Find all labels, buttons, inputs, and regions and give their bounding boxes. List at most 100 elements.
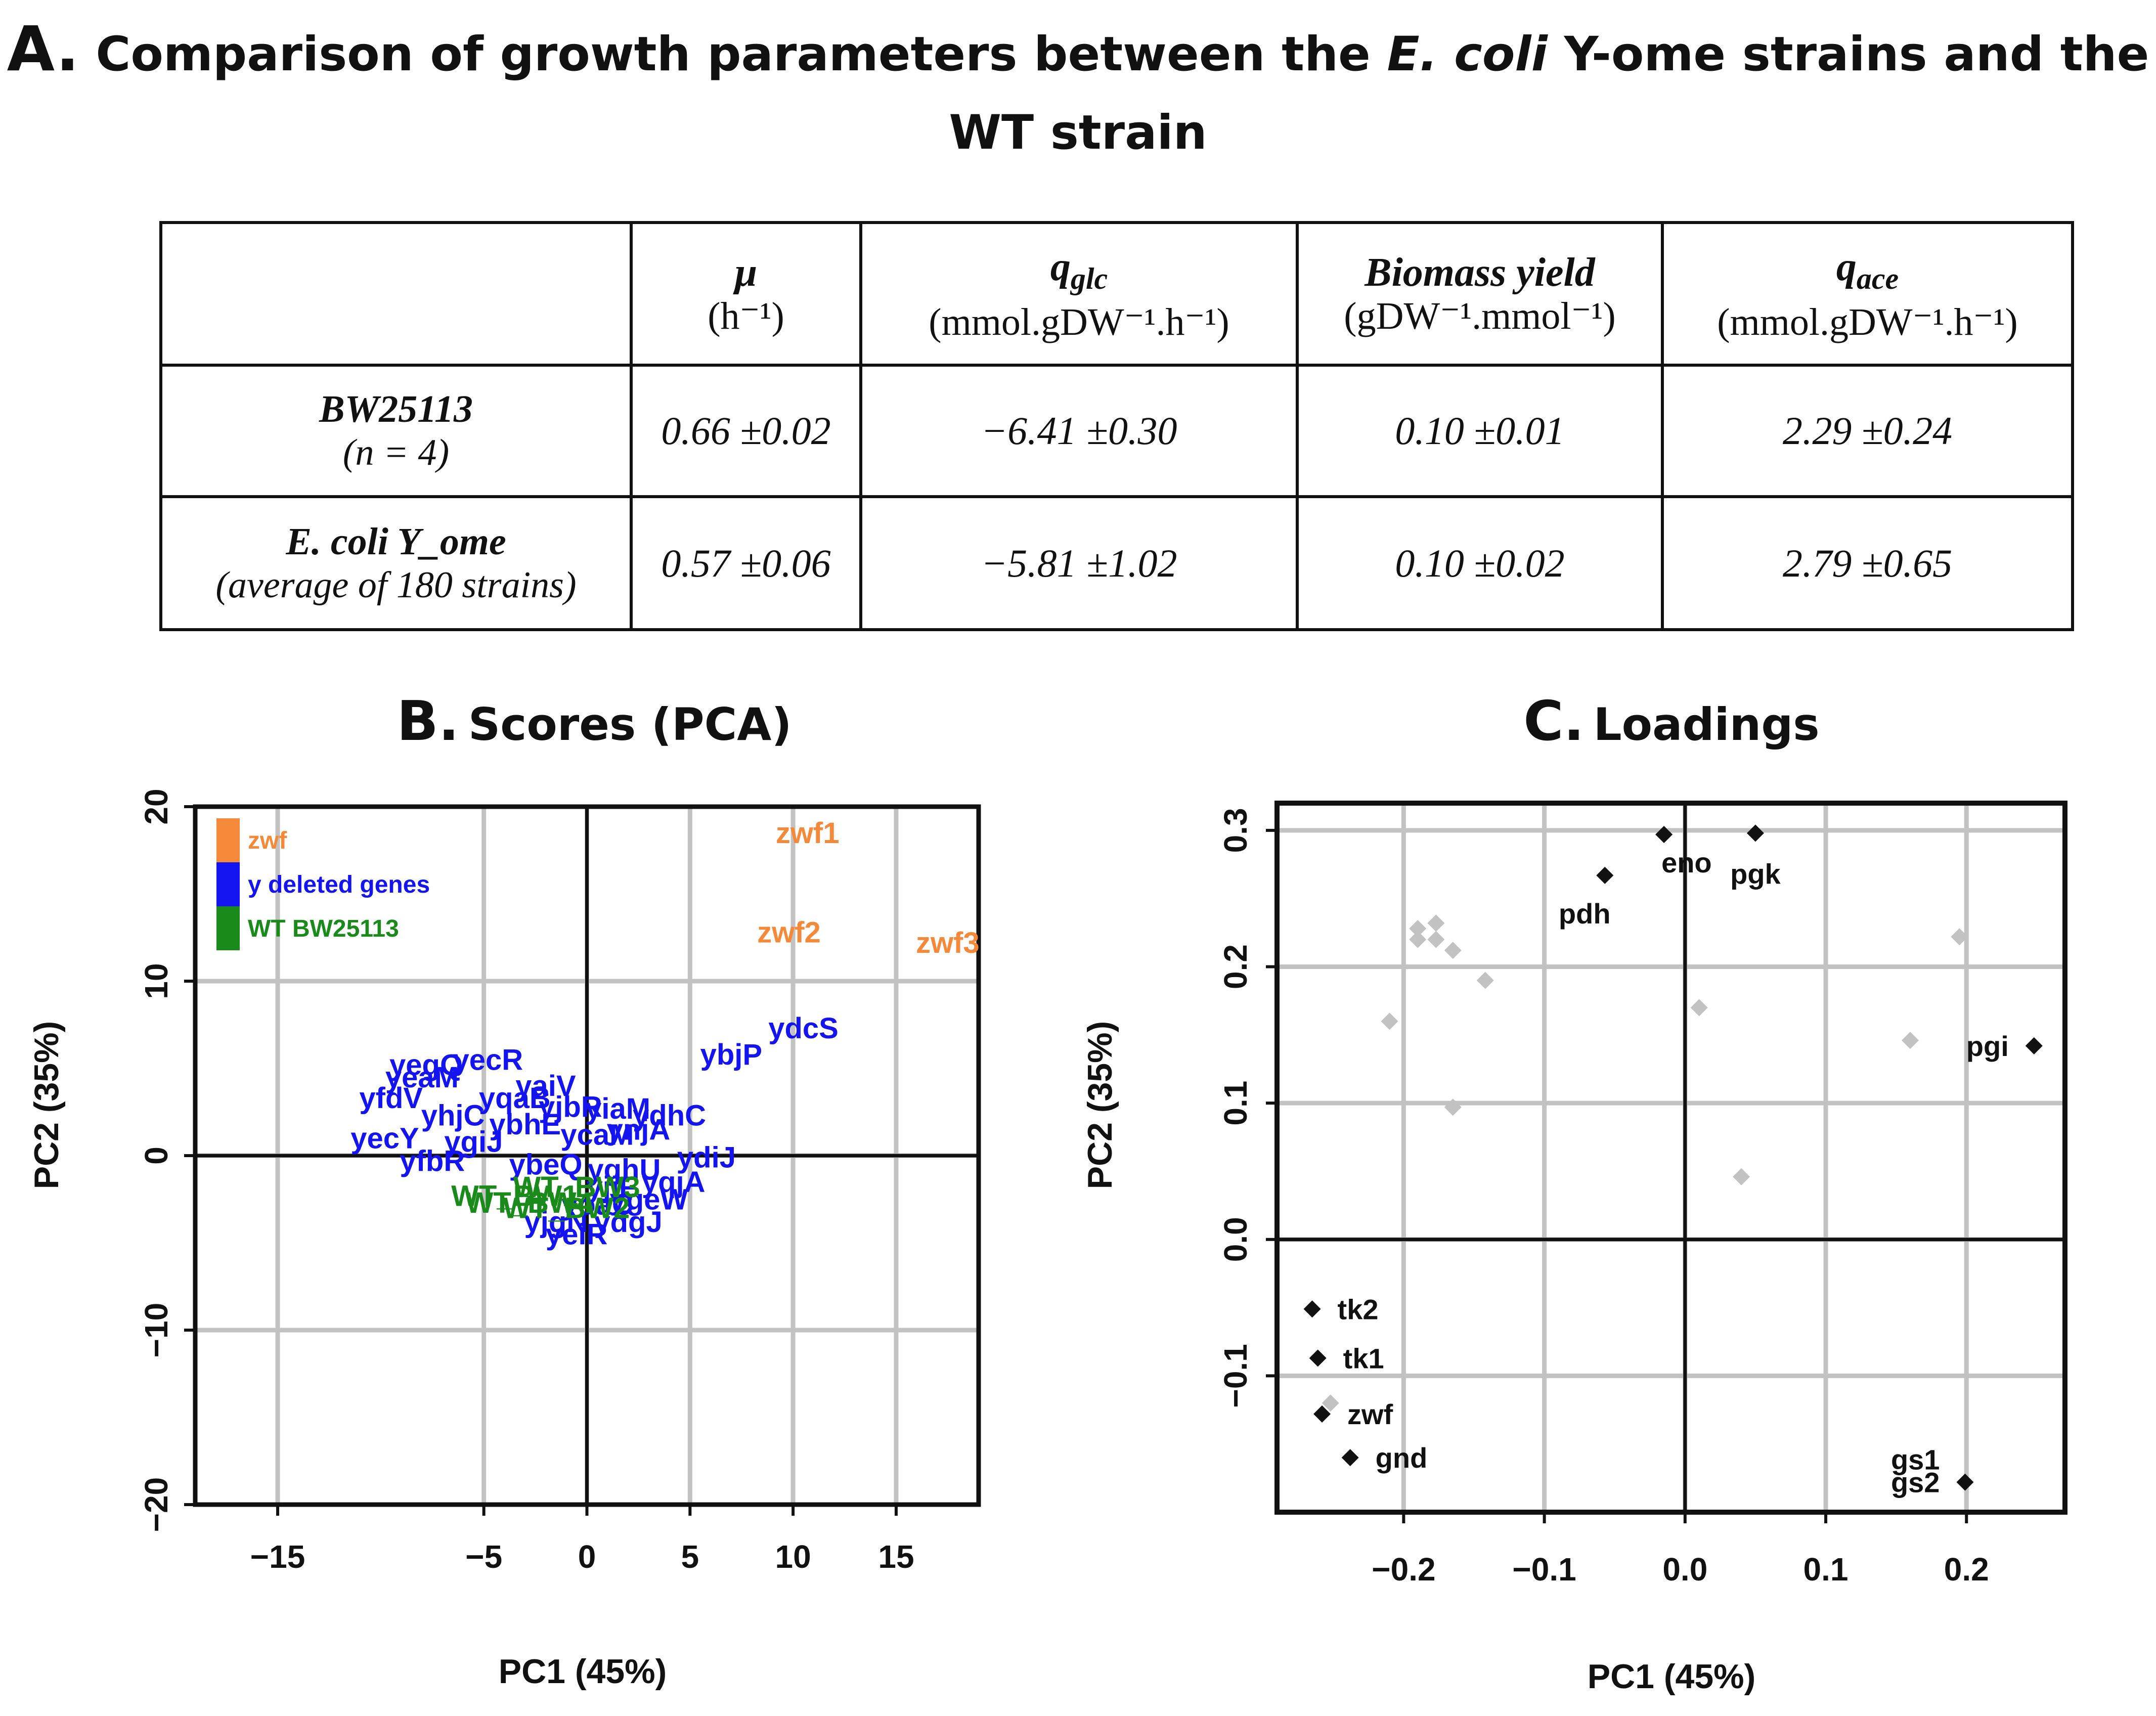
- scores-point-label: WT_BW1: [451, 1179, 578, 1212]
- figure-title: A. Comparison of growth parameters betwe…: [0, 10, 2156, 172]
- loadings-point-label: gs1: [1891, 1444, 1940, 1476]
- loadings-point-grey: [1381, 1013, 1398, 1030]
- header-symbol: Biomass yield: [1365, 250, 1595, 295]
- loadings-point: [1309, 1349, 1327, 1367]
- loadings-point-label: pdh: [1559, 898, 1611, 930]
- scores-x-tick-label: 15: [878, 1538, 914, 1575]
- table-header-cell: qglc (mmol.gDW⁻¹.h⁻¹): [859, 221, 1299, 367]
- table-cell: 0.66 ±0.02: [630, 364, 862, 498]
- scores-point-label: ybeQ: [509, 1148, 582, 1181]
- table-cell: 2.79 ±0.65: [1661, 495, 2074, 631]
- loadings-plot-frame: [1274, 801, 2067, 1515]
- table-header-cell: Biomass yield (gDW⁻¹.mmol⁻¹): [1296, 221, 1664, 367]
- loadings-point-grey: [1427, 914, 1445, 932]
- loadings-point: [1746, 824, 1764, 842]
- scores-point-label: yghU: [587, 1154, 661, 1186]
- loadings-panel-title: C. Loadings: [1523, 690, 1819, 753]
- scores-point-label: yeiR: [546, 1218, 608, 1251]
- loadings-point-grey: [1427, 931, 1445, 948]
- header-unit: (h⁻¹): [708, 295, 784, 337]
- table-cell: 0.10 ±0.01: [1296, 364, 1664, 498]
- scores-point-label: WT_BW4: [466, 1186, 593, 1219]
- title-letter: A.: [7, 13, 79, 85]
- scores-y-tick-label: 10: [138, 963, 174, 999]
- loadings-x-tick-label: 0.2: [1944, 1551, 1989, 1588]
- scores-point-label: yhjC: [421, 1099, 485, 1132]
- scores-legend-label: y deleted genes: [248, 871, 430, 898]
- table-row: BW25113 (n = 4) 0.66 ±0.02 −6.41 ±0.30 0.…: [159, 364, 2074, 498]
- scores-point-label: ybhE: [489, 1108, 561, 1141]
- loadings-point: [1303, 1300, 1321, 1318]
- scores-panel-letter: B.: [397, 690, 459, 753]
- loadings-y-tick-label: 0.1: [1217, 1081, 1254, 1126]
- header-unit: (mmol.gDW⁻¹.h⁻¹): [929, 300, 1229, 343]
- loadings-point-grey: [1901, 1032, 1919, 1049]
- scores-point-label: WT_BW3: [513, 1171, 640, 1204]
- loadings-point-grey: [1409, 931, 1427, 948]
- scores-point-label: yjgN: [524, 1206, 588, 1239]
- loadings-point-label: pgk: [1730, 858, 1781, 890]
- scores-legend-swatch: [216, 906, 240, 950]
- loadings-point-label: tk1: [1343, 1342, 1384, 1374]
- loadings-y-tick-label: 0.2: [1217, 944, 1254, 989]
- loadings-panel-letter: C.: [1523, 690, 1584, 753]
- scores-point-label: ynjA: [607, 1113, 671, 1146]
- scores-y-tick-label: 0: [138, 1147, 174, 1165]
- header-symbol: q: [1050, 244, 1071, 289]
- scores-point-label: ycaM: [560, 1119, 634, 1152]
- scores-point-label: yoaC: [561, 1189, 633, 1221]
- loadings-y-tick-label: 0.3: [1217, 808, 1254, 853]
- header-symbol: q: [1836, 244, 1857, 289]
- loadings-x-axis-label: PC1 (45%): [1588, 1657, 1756, 1696]
- scores-point-label: ygeW: [609, 1183, 688, 1216]
- loadings-point: [1341, 1449, 1359, 1467]
- table-cell: 0.10 ±0.02: [1296, 495, 1664, 631]
- scores-point-label: zwf3: [916, 927, 980, 959]
- table-header-cell: qace (mmol.gDW⁻¹.h⁻¹): [1661, 221, 2074, 367]
- scores-legend-label: zwf: [248, 827, 287, 854]
- table-cell: 2.29 ±0.24: [1661, 364, 2074, 498]
- title-text-end: Y-ome strains and the WT strain: [949, 27, 2149, 160]
- loadings-x-tick-label: −0.1: [1512, 1551, 1576, 1588]
- scores-y-tick-label: −10: [138, 1303, 174, 1358]
- scores-point-label: ygiJ: [444, 1125, 503, 1158]
- scores-point-label: yjbR: [539, 1090, 602, 1123]
- header-unit: (mmol.gDW⁻¹.h⁻¹): [1717, 300, 2018, 343]
- scores-point-label: zwf1: [776, 817, 840, 850]
- loadings-point-grey: [1476, 972, 1494, 989]
- row-header-cell: E. coli Y_ome (average of 180 strains): [159, 495, 633, 631]
- row-name: BW25113: [319, 388, 473, 430]
- scores-point-label: yqjA: [642, 1166, 706, 1199]
- scores-point-label: yecR: [453, 1043, 523, 1076]
- scores-x-tick-label: −15: [250, 1538, 305, 1575]
- scores-legend-swatch: [216, 818, 240, 862]
- scores-point-label: yqaB: [479, 1082, 551, 1115]
- loadings-point: [1655, 826, 1673, 844]
- loadings-x-tick-label: 0.1: [1803, 1551, 1849, 1588]
- table-cell: 0.57 ±0.06: [630, 495, 862, 631]
- scores-point-label: yjiF: [586, 1171, 637, 1204]
- table-row: E. coli Y_ome (average of 180 strains) 0.…: [159, 495, 2074, 631]
- loadings-grid: [1277, 803, 2065, 1512]
- loadings-axes: −0.2 −0.1 0.0 0.1 0.2 −0.1 0.0 0.1 0.2 0.3: [1217, 801, 2067, 1588]
- loadings-point-label: eno: [1661, 847, 1712, 878]
- loadings-point: [1313, 1405, 1331, 1423]
- row-name: E. coli Y_ome: [286, 520, 506, 563]
- scores-point-label: yegQ: [389, 1049, 463, 1082]
- row-subtitle: (average of 180 strains): [215, 564, 577, 606]
- header-symbol: μ: [734, 250, 758, 295]
- scores-point-label: ydhC: [633, 1099, 706, 1132]
- scores-point-label: yaiV: [515, 1070, 576, 1103]
- scores-panel-title: B. Scores (PCA): [397, 690, 791, 753]
- scores-point-label: ydiJ: [677, 1141, 736, 1174]
- scores-point-label: yiaM: [585, 1092, 650, 1125]
- scores-legend: zwf y deleted genes WT BW25113: [216, 818, 430, 950]
- table-header-row: μ (h⁻¹) qglc (mmol.gDW⁻¹.h⁻¹) Biomass yiel…: [159, 221, 2074, 367]
- loadings-point-grey: [1444, 942, 1462, 959]
- title-italic: E. coli: [1387, 27, 1548, 82]
- table-cell: −5.81 ±1.02: [859, 495, 1299, 631]
- loadings-point-grey: [1322, 1394, 1339, 1412]
